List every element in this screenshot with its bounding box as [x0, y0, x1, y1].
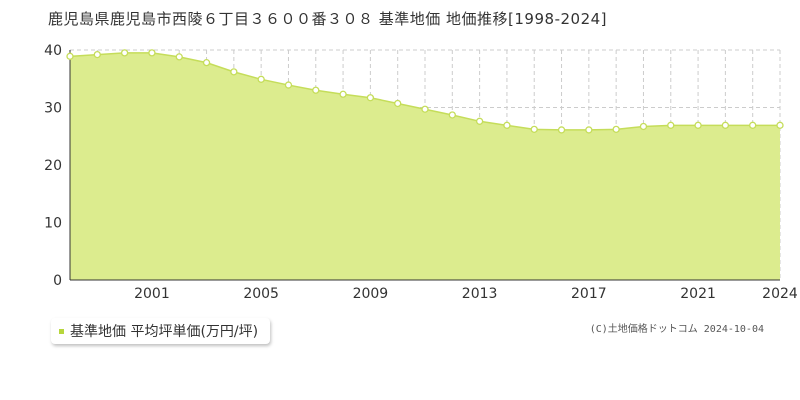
data-point: [284, 81, 293, 89]
data-point: [312, 86, 320, 94]
data-point: [749, 121, 757, 129]
chart-title: 鹿児島県鹿児島市西陵６丁目３６００番３０８ 基準地価 地価推移[1998-202…: [48, 10, 608, 28]
y-tick-label: 0: [53, 273, 62, 289]
data-point: [148, 49, 156, 57]
legend: 基準地価 平均坪単価(万円/坪): [51, 318, 271, 344]
x-tick-label: 2021: [680, 286, 716, 302]
data-point: [557, 126, 566, 134]
x-tick-label: 2005: [243, 286, 279, 302]
data-point: [230, 68, 238, 76]
data-point: [175, 53, 183, 61]
x-tick-label: 2001: [134, 286, 170, 302]
data-point: [448, 111, 456, 119]
legend-swatch: [59, 328, 64, 334]
data-point: [612, 125, 620, 134]
x-tick-label: 2017: [571, 286, 607, 302]
data-point: [66, 52, 74, 60]
point-layer: [66, 49, 784, 134]
data-point: [721, 121, 730, 129]
data-point: [120, 49, 129, 57]
data-point: [394, 99, 402, 108]
copyright-text: (C)土地価格ドットコム 2024-10-04: [589, 324, 764, 335]
x-tick-label: 2024: [762, 286, 798, 302]
data-point: [421, 105, 429, 113]
y-tick-label: 20: [44, 158, 62, 174]
data-point: [339, 90, 347, 98]
data-point: [257, 75, 265, 83]
data-point: [694, 121, 702, 129]
data-point: [776, 121, 784, 129]
x-tick-label: 2013: [462, 286, 498, 302]
data-point: [366, 94, 375, 102]
series-area: [70, 52, 780, 280]
y-tick-label: 40: [44, 43, 62, 59]
data-point: [503, 121, 511, 129]
x-tick-label: 2009: [353, 286, 389, 302]
y-tick-label: 30: [44, 101, 62, 117]
data-point: [93, 50, 101, 59]
label-layer: 0 10 20 30 40 2001 2005 2009 2013 2017 2021 2024: [44, 43, 798, 302]
y-tick-label: 10: [44, 216, 62, 232]
data-point: [585, 126, 593, 134]
axis-layer: [69, 50, 780, 281]
data-point: [667, 121, 675, 129]
data-point: [475, 117, 484, 125]
data-point: [530, 125, 538, 134]
legend-label: 基準地価 平均坪単価(万円/坪): [70, 324, 259, 340]
data-point: [202, 59, 211, 67]
land-price-chart: 0 10 20 30 40 2001 2005 2009 2013 2017 2021 2024: [44, 43, 798, 302]
data-point: [639, 122, 648, 131]
